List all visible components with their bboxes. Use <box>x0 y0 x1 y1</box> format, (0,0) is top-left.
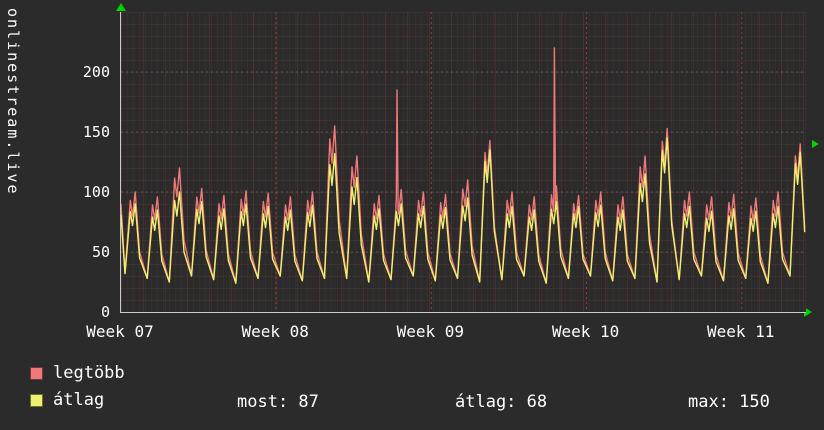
series-line-legtobb <box>121 47 806 284</box>
stat-atlag: átlag: 68 <box>455 392 548 412</box>
series-line-atlag <box>121 137 806 284</box>
y-tick-label: 0 <box>100 303 110 321</box>
y-tick-label: 150 <box>82 123 110 141</box>
y-axis-arrow-icon <box>116 3 126 11</box>
legend-swatch-legtobb <box>30 366 43 380</box>
stat-max: max: 150 <box>688 392 770 412</box>
x-tick-label: Week 09 <box>396 322 465 341</box>
y-tick-label: 50 <box>91 243 110 261</box>
legend-swatch-atlag <box>30 393 43 407</box>
stat-most: most: 87 <box>237 392 319 412</box>
x-tick-label: Week 11 <box>706 322 775 341</box>
legend-item-atlag: átlag <box>30 390 105 410</box>
x-tick-label: Week 07 <box>86 322 154 341</box>
x-axis-arrow-icon <box>804 307 812 317</box>
y-tick-label: 100 <box>82 183 110 201</box>
right-edge-marker-icon <box>812 140 819 148</box>
x-tick-label: Week 10 <box>551 322 620 341</box>
legend-label-legtobb: legtöbb <box>53 363 125 383</box>
chart-plot-area <box>120 12 806 313</box>
legend-item-legtobb: legtöbb <box>30 363 125 383</box>
y-tick-label: 200 <box>82 63 110 81</box>
chart-svg <box>121 12 806 312</box>
site-watermark: onlinestream.live <box>4 8 22 196</box>
x-tick-label: Week 08 <box>241 322 309 341</box>
legend-label-atlag: átlag <box>53 390 105 410</box>
